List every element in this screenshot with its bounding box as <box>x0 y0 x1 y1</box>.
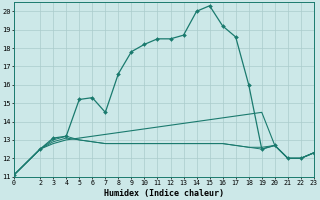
X-axis label: Humidex (Indice chaleur): Humidex (Indice chaleur) <box>104 189 224 198</box>
